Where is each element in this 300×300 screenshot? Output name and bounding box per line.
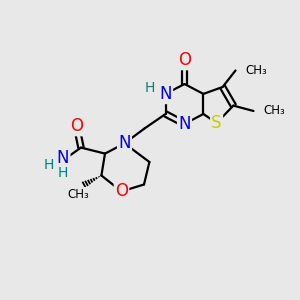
Text: CH₃: CH₃ [68,188,89,201]
Text: N: N [57,149,69,167]
Text: S: S [211,114,222,132]
Text: H: H [145,82,155,95]
Text: O: O [178,51,191,69]
Text: CH₃: CH₃ [263,104,285,118]
Text: CH₃: CH₃ [245,64,267,77]
Text: N: N [178,115,191,133]
Text: N: N [159,85,172,103]
Text: N: N [118,134,131,152]
Text: H: H [44,158,54,172]
Text: O: O [70,117,83,135]
Text: H: H [58,166,68,180]
Text: O: O [115,182,128,200]
